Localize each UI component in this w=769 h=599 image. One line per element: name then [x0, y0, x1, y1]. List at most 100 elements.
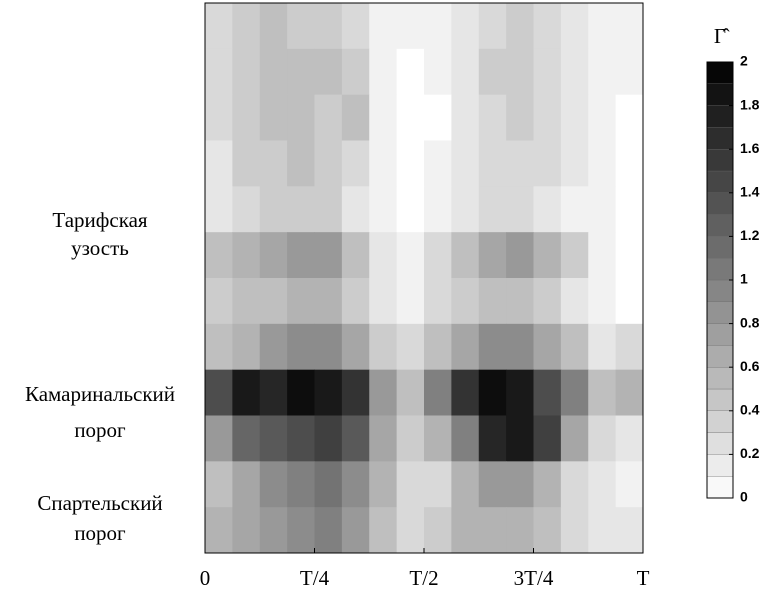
- heat-cell: [451, 323, 480, 371]
- heat-cell: [396, 186, 425, 233]
- heat-cell: [506, 461, 534, 508]
- region-label: порог: [74, 418, 126, 442]
- heat-cell: [560, 323, 589, 371]
- heat-cell: [369, 369, 398, 416]
- heat-cell: [451, 186, 480, 233]
- heat-cell: [287, 278, 315, 325]
- heat-cell: [259, 507, 288, 554]
- heat-cell: [287, 415, 315, 462]
- heat-cell: [369, 415, 398, 462]
- heat-cell: [560, 186, 589, 233]
- heat-cell: [451, 369, 480, 416]
- heat-cell: [615, 48, 644, 96]
- heat-cell: [560, 94, 589, 141]
- heat-cell: [615, 461, 644, 508]
- heat-cell: [205, 415, 233, 462]
- region-label: порог: [74, 521, 126, 545]
- heat-cell: [506, 94, 534, 141]
- heat-cell: [205, 186, 233, 233]
- heat-cell: [615, 278, 644, 325]
- heat-cell: [314, 232, 343, 279]
- heat-cell: [451, 140, 480, 187]
- heat-cell: [205, 323, 233, 371]
- heat-cell: [478, 3, 507, 50]
- heat-cell: [341, 323, 370, 371]
- heat-cell: [506, 369, 534, 416]
- heat-cell: [205, 278, 233, 325]
- heat-cell: [287, 461, 315, 508]
- heat-cell: [396, 323, 425, 371]
- heat-cell: [205, 507, 233, 554]
- colorbar-band: [706, 279, 734, 302]
- heat-cell: [259, 415, 288, 462]
- heat-cell: [588, 369, 617, 416]
- colorbar-band: [706, 454, 734, 477]
- heat-cell: [341, 3, 370, 50]
- heat-cell: [478, 186, 507, 233]
- heat-cell: [314, 507, 343, 554]
- x-tick-label: T/2: [409, 566, 438, 590]
- heat-cell: [314, 94, 343, 141]
- heat-cell: [478, 415, 507, 462]
- heat-cell: [396, 507, 425, 554]
- heat-cell: [314, 369, 343, 416]
- heat-cell: [615, 186, 644, 233]
- heat-cell: [533, 461, 562, 508]
- heat-cell: [369, 278, 398, 325]
- heat-cell: [588, 232, 617, 279]
- colorbar-tick-label: 0.6: [740, 358, 760, 374]
- heat-cell: [287, 140, 315, 187]
- heat-cell: [615, 140, 644, 187]
- heat-cell: [232, 461, 261, 508]
- heat-cell: [615, 232, 644, 279]
- heat-cell: [341, 186, 370, 233]
- heat-cell: [259, 3, 288, 50]
- heat-cell: [451, 48, 480, 96]
- heat-cell: [424, 369, 452, 416]
- heat-cell: [314, 186, 343, 233]
- heat-cell: [369, 507, 398, 554]
- heat-cell: [533, 278, 562, 325]
- heat-cell: [615, 323, 644, 371]
- heat-cell: [451, 507, 480, 554]
- colorbar-band: [706, 149, 734, 172]
- heat-cell: [205, 3, 233, 50]
- heat-cell: [314, 278, 343, 325]
- heat-cell: [396, 94, 425, 141]
- heat-cell: [314, 48, 343, 96]
- heat-cell: [560, 140, 589, 187]
- heat-cell: [533, 323, 562, 371]
- colorbar-tick-label: 0: [740, 489, 748, 505]
- heat-cell: [533, 507, 562, 554]
- heat-cell: [506, 278, 534, 325]
- colorbar-band: [706, 192, 734, 215]
- heat-cell: [533, 232, 562, 279]
- heat-cell: [533, 369, 562, 416]
- heat-cell: [232, 323, 261, 371]
- heat-cell: [424, 232, 452, 279]
- heat-cell: [341, 278, 370, 325]
- colorbar-band: [706, 127, 734, 150]
- x-tick-label: T/4: [300, 566, 330, 590]
- colorbar-band: [706, 388, 734, 411]
- colorbar-tick-label: 1.8: [740, 96, 760, 112]
- colorbar-tick-label: 0.2: [740, 445, 760, 461]
- heat-cell: [205, 232, 233, 279]
- heat-cell: [232, 369, 261, 416]
- heat-cell: [369, 232, 398, 279]
- heat-cell: [615, 3, 644, 50]
- heat-cell: [287, 323, 315, 371]
- heat-cell: [369, 461, 398, 508]
- heat-cell: [232, 186, 261, 233]
- heat-cell: [205, 369, 233, 416]
- heat-cell: [259, 278, 288, 325]
- heat-cell: [424, 140, 452, 187]
- colorbar-band: [706, 214, 734, 237]
- colorbar-tick-label: 1.6: [740, 140, 760, 156]
- heat-cell: [232, 140, 261, 187]
- heat-cell: [424, 415, 452, 462]
- heat-cell: [424, 186, 452, 233]
- heat-cell: [369, 140, 398, 187]
- heat-cell: [478, 461, 507, 508]
- heat-cell: [232, 232, 261, 279]
